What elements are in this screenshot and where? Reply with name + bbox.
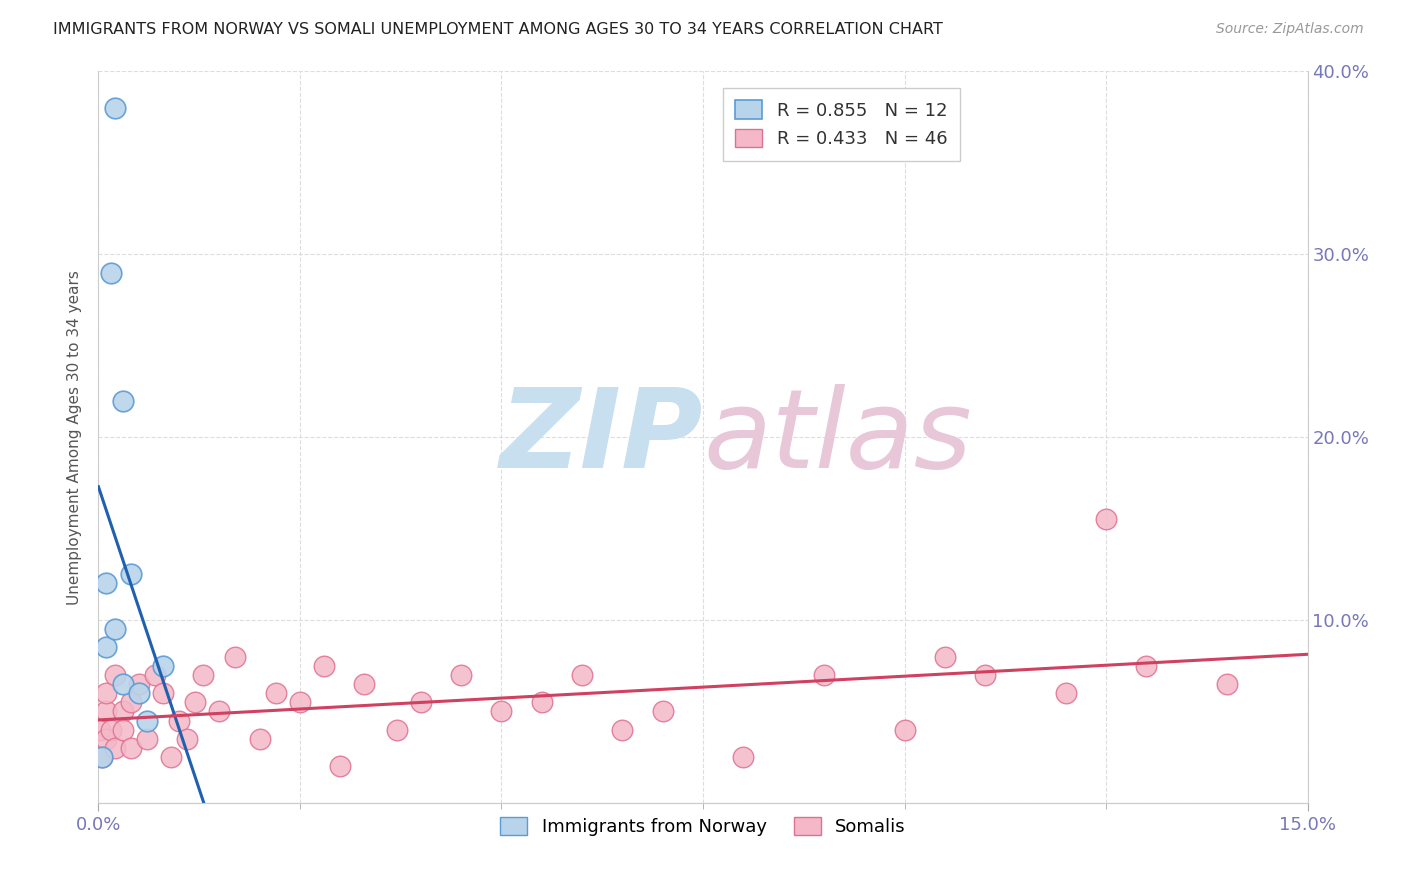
Point bbox=[491, 705, 513, 719]
Point bbox=[612, 723, 634, 737]
Point bbox=[89, 723, 111, 737]
Point bbox=[91, 750, 114, 764]
Point bbox=[91, 750, 114, 764]
Point bbox=[893, 723, 915, 737]
Point bbox=[934, 649, 956, 664]
Point bbox=[249, 731, 271, 746]
Point bbox=[974, 667, 997, 681]
Point bbox=[385, 723, 408, 737]
Text: atlas: atlas bbox=[703, 384, 972, 491]
Point bbox=[813, 667, 835, 681]
Point bbox=[111, 723, 134, 737]
Point bbox=[120, 567, 142, 582]
Point bbox=[1054, 686, 1077, 700]
Point bbox=[120, 695, 142, 709]
Point bbox=[152, 686, 174, 700]
Point bbox=[224, 649, 246, 664]
Point bbox=[135, 731, 157, 746]
Point bbox=[571, 667, 593, 681]
Point bbox=[96, 686, 118, 700]
Point bbox=[1135, 658, 1157, 673]
Text: IMMIGRANTS FROM NORWAY VS SOMALI UNEMPLOYMENT AMONG AGES 30 TO 34 YEARS CORRELAT: IMMIGRANTS FROM NORWAY VS SOMALI UNEMPLO… bbox=[53, 22, 943, 37]
Point bbox=[530, 695, 553, 709]
Point bbox=[96, 576, 118, 591]
Point bbox=[111, 705, 134, 719]
Point bbox=[353, 677, 375, 691]
Point bbox=[103, 740, 125, 755]
Point bbox=[100, 723, 122, 737]
Point bbox=[111, 393, 134, 408]
Point bbox=[329, 759, 352, 773]
Point bbox=[450, 667, 472, 681]
Point bbox=[96, 705, 118, 719]
Text: ZIP: ZIP bbox=[499, 384, 703, 491]
Point bbox=[160, 750, 183, 764]
Point bbox=[103, 622, 125, 636]
Point bbox=[651, 705, 673, 719]
Point bbox=[152, 658, 174, 673]
Point bbox=[208, 705, 231, 719]
Point bbox=[103, 667, 125, 681]
Point bbox=[1095, 512, 1118, 526]
Point bbox=[409, 695, 432, 709]
Point bbox=[135, 714, 157, 728]
Point bbox=[120, 740, 142, 755]
Text: Source: ZipAtlas.com: Source: ZipAtlas.com bbox=[1216, 22, 1364, 37]
Point bbox=[128, 677, 150, 691]
Point bbox=[264, 686, 287, 700]
Point bbox=[96, 731, 118, 746]
Point bbox=[193, 667, 215, 681]
Legend: Immigrants from Norway, Somalis: Immigrants from Norway, Somalis bbox=[491, 807, 915, 845]
Point bbox=[314, 658, 336, 673]
Point bbox=[184, 695, 207, 709]
Point bbox=[128, 686, 150, 700]
Point bbox=[288, 695, 311, 709]
Point bbox=[111, 677, 134, 691]
Point bbox=[143, 667, 166, 681]
Point bbox=[167, 714, 190, 728]
Y-axis label: Unemployment Among Ages 30 to 34 years: Unemployment Among Ages 30 to 34 years bbox=[67, 269, 83, 605]
Point bbox=[103, 101, 125, 115]
Point bbox=[176, 731, 198, 746]
Point bbox=[733, 750, 755, 764]
Point bbox=[96, 640, 118, 655]
Point bbox=[100, 266, 122, 280]
Point bbox=[1216, 677, 1239, 691]
